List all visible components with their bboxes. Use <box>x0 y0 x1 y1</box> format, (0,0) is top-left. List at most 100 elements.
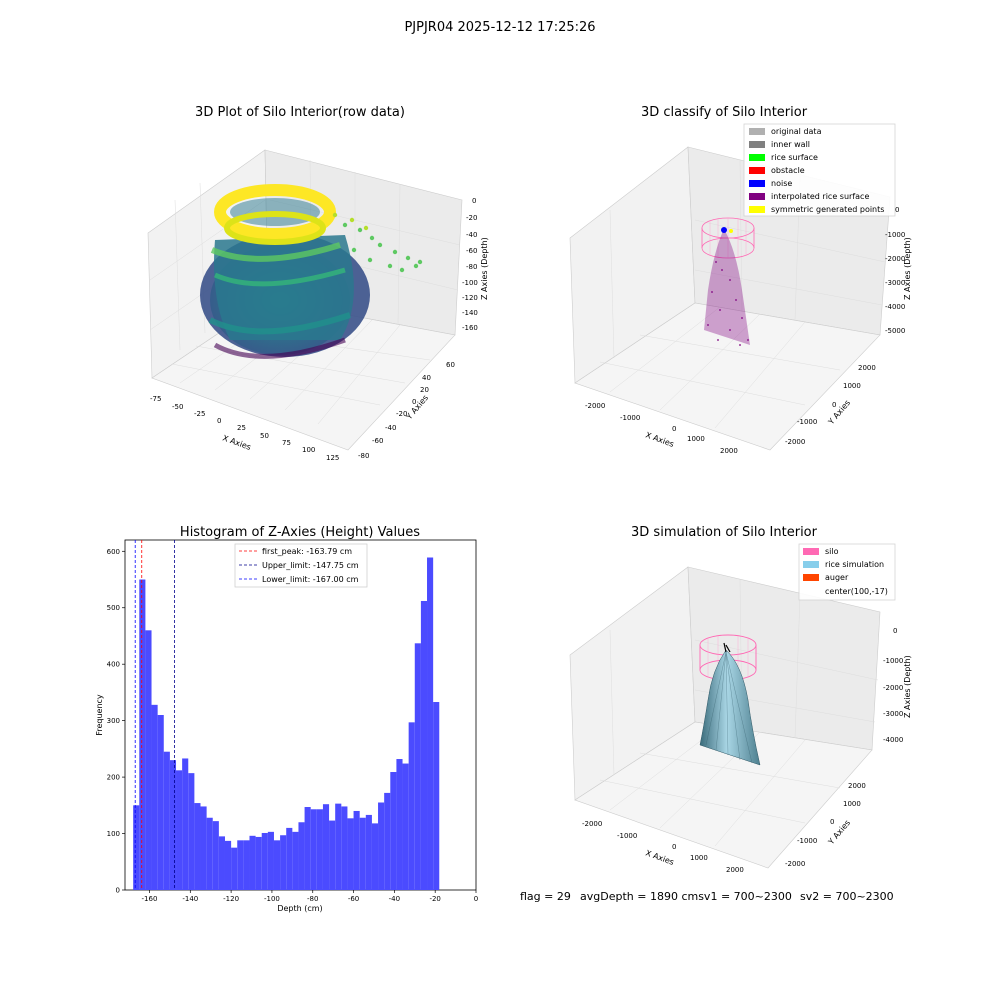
histogram-y-tick-label: 500 <box>107 604 120 612</box>
svg-text:-60: -60 <box>466 247 477 255</box>
histogram-bar <box>390 772 397 890</box>
svg-text:-140: -140 <box>462 309 478 317</box>
svg-text:-2000: -2000 <box>785 438 805 446</box>
classify-x-label: X Axies <box>644 430 675 449</box>
histogram-y-tick-label: 100 <box>107 830 120 838</box>
panel-title-histogram: Histogram of Z-Axies (Height) Values <box>180 525 420 540</box>
histogram-bar <box>163 751 170 890</box>
svg-text:1000: 1000 <box>687 435 705 443</box>
raw-z-ticks: 0 -20 -40 -60 -80 -100 -120 -140 -160 <box>462 197 478 332</box>
svg-text:silo: silo <box>825 547 839 556</box>
svg-text:25: 25 <box>237 424 246 432</box>
footer-status: flag = 29 avgDepth = 1890 cmsv1 = 700~23… <box>520 890 894 903</box>
histogram-x-tick-label: -20 <box>429 895 440 903</box>
svg-text:center(100,-17): center(100,-17) <box>825 587 888 596</box>
simulation-3d-box <box>569 566 881 869</box>
histogram-bar <box>151 704 158 890</box>
svg-text:60: 60 <box>446 361 455 369</box>
svg-text:-2000: -2000 <box>582 820 602 828</box>
svg-text:-75: -75 <box>150 395 161 403</box>
histogram-bar <box>316 809 323 890</box>
classify-points <box>704 227 750 346</box>
classify-silo-wire <box>701 217 755 259</box>
svg-text:rice simulation: rice simulation <box>825 560 884 569</box>
histogram-bar <box>206 817 213 890</box>
histogram-bar <box>194 803 201 890</box>
svg-text:first_peak: -163.79 cm: first_peak: -163.79 cm <box>262 547 352 556</box>
svg-text:40: 40 <box>422 374 431 382</box>
svg-text:1000: 1000 <box>690 854 708 862</box>
simulation-y-ticks: 2000 1000 0 -1000 -2000 <box>785 782 866 868</box>
svg-text:-1000: -1000 <box>797 837 817 845</box>
classify-y-label: Y Axies <box>826 398 852 427</box>
histogram-bar <box>414 643 421 890</box>
svg-text:2000: 2000 <box>720 447 738 455</box>
histogram-bar <box>267 831 274 890</box>
histogram-vlines <box>134 540 175 890</box>
svg-text:1000: 1000 <box>843 382 861 390</box>
svg-text:original data: original data <box>771 127 822 136</box>
svg-text:-50: -50 <box>172 403 183 411</box>
svg-text:-80: -80 <box>358 452 369 460</box>
histogram-legend: first_peak: -163.79 cm Upper_limit: -147… <box>234 543 368 588</box>
histogram-bar <box>237 840 244 890</box>
classify-z-label: Z Axies (Depth) <box>903 237 912 300</box>
histogram-bar <box>365 814 372 890</box>
histogram-bar <box>341 806 348 890</box>
svg-text:-2000: -2000 <box>885 255 905 263</box>
simulation-legend: silo rice simulation auger center(100,-1… <box>798 543 896 601</box>
histogram-bar <box>310 809 317 890</box>
svg-text:0: 0 <box>672 843 676 851</box>
svg-text:obstacle: obstacle <box>771 166 805 175</box>
svg-text:-5000: -5000 <box>885 327 905 335</box>
histogram-bar <box>378 802 385 890</box>
svg-text:20: 20 <box>420 386 429 394</box>
svg-text:0: 0 <box>412 398 416 406</box>
svg-text:0: 0 <box>893 627 897 635</box>
histogram-bar <box>261 832 268 890</box>
histogram-bar <box>224 840 232 890</box>
histogram-x-tick-label: -40 <box>389 895 400 903</box>
histogram-x-tick-label: -80 <box>307 895 318 903</box>
histogram-x-tick-label: -100 <box>264 895 280 903</box>
histogram-bar <box>249 835 256 890</box>
histogram-bar <box>371 823 379 890</box>
simulation-z-ticks: 0 -1000 -2000 -3000 -4000 <box>883 627 903 744</box>
panel-histogram: Histogram of Z-Axies (Height) Values -16… <box>95 525 478 913</box>
histogram-bar <box>218 836 225 890</box>
svg-text:2000: 2000 <box>726 866 744 874</box>
histogram-x-tick-label: -160 <box>142 895 158 903</box>
histogram-bar <box>243 840 250 890</box>
svg-text:-1000: -1000 <box>620 414 640 422</box>
footer-flag: flag = 29 <box>520 890 571 903</box>
svg-text:-40: -40 <box>466 231 477 239</box>
panel-simulation: 3D simulation of Silo Interior <box>569 525 912 874</box>
histogram-bar <box>176 770 183 890</box>
histogram-x-label: Depth (cm) <box>277 904 322 913</box>
svg-text:0: 0 <box>830 818 834 826</box>
histogram-x-tick-label: 0 <box>474 895 478 903</box>
histogram-bar <box>304 807 311 890</box>
classify-z-ticks: 0 -1000 -2000 -3000 -4000 -5000 <box>885 206 905 335</box>
histogram-bar <box>402 763 409 890</box>
simulation-rice-surface <box>699 642 761 766</box>
svg-text:-20: -20 <box>466 214 477 222</box>
raw-x-label: X Axies <box>221 433 252 452</box>
histogram-bar <box>169 760 177 890</box>
svg-text:0: 0 <box>832 401 836 409</box>
histogram-y-tick-label: 300 <box>107 717 120 725</box>
svg-text:rice surface: rice surface <box>771 153 818 162</box>
histogram-bar <box>347 818 354 890</box>
histogram-bar <box>157 715 164 890</box>
svg-text:inner wall: inner wall <box>771 140 810 149</box>
raw-point-cloud <box>200 184 423 359</box>
histogram-bar <box>139 579 146 890</box>
histogram-bar <box>212 821 219 890</box>
histogram-bar <box>427 557 434 890</box>
histogram-bar <box>255 836 262 890</box>
svg-text:0: 0 <box>472 197 476 205</box>
svg-text:noise: noise <box>771 179 792 188</box>
svg-text:-60: -60 <box>372 437 383 445</box>
raw-y-ticks: 60 40 20 0 -20 -40 -60 -80 <box>358 361 455 460</box>
